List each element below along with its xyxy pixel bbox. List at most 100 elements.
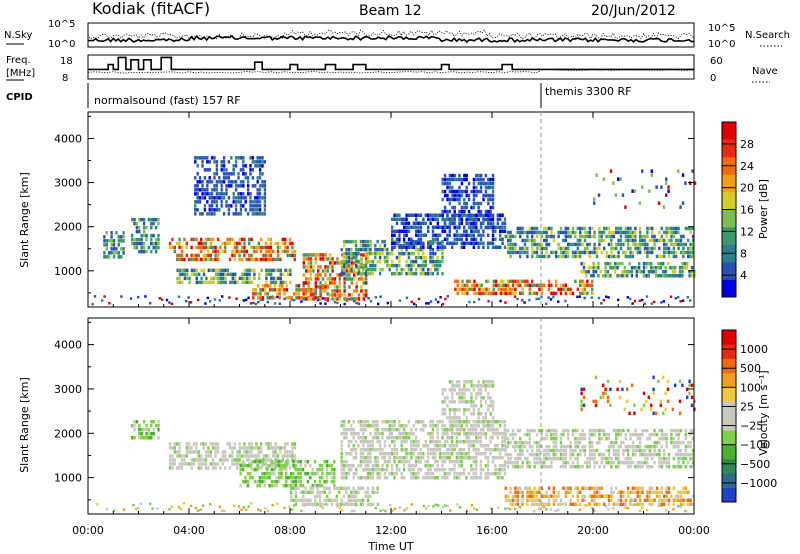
data-cell [255,446,258,450]
data-cell [410,432,413,436]
data-cell [338,281,341,285]
data-cell [514,456,517,461]
data-cell [152,241,155,246]
data-cell [201,196,204,200]
data-cell [244,164,247,168]
data-cell [655,432,659,437]
data-cell [378,251,382,256]
data-cell [291,245,294,250]
data-cell [405,460,408,464]
data-cell [603,226,606,231]
data-cell [239,463,242,468]
data-cell [489,404,492,408]
data-cell [547,456,551,461]
data-cell [419,213,423,217]
data-cell [545,254,548,259]
data-cell [658,448,661,453]
data-cell [390,472,394,476]
data-cell [604,262,607,266]
data-cell [266,300,269,304]
data-cell [504,448,507,453]
data-cell [258,276,261,281]
data-cell [586,464,589,469]
data-cell [672,456,675,461]
data-cell [582,403,586,408]
data-cell [185,253,188,258]
data-cell [629,246,632,251]
data-cell [299,490,302,494]
data-cell [412,472,415,476]
data-cell [350,428,353,432]
data-cell [463,209,466,214]
nave-tick-bottom: 0 [710,73,716,84]
data-cell [622,230,625,235]
data-cell [383,444,387,448]
data-cell [214,462,217,466]
data-cell [472,177,476,182]
data-cell [214,268,218,273]
data-cell [198,212,202,216]
data-cell [417,420,420,424]
data-cell [290,296,293,300]
data-cell [120,255,123,259]
data-cell [619,230,623,235]
data-cell [267,237,270,242]
data-cell [446,193,449,198]
data-cell [267,268,270,273]
data-cell [487,225,490,230]
data-cell [627,456,630,461]
data-cell [646,230,649,235]
data-cell [434,233,437,237]
data-cell [474,464,478,468]
data-cell [477,233,480,237]
data-cell [448,209,452,214]
data-cell [393,436,396,440]
data-cell [545,226,548,231]
data-cell [194,176,197,180]
data-cell [631,498,635,502]
data-cell [204,253,208,258]
data-cell [646,498,649,502]
data-cell [354,456,358,460]
data-cell [246,188,250,192]
data-cell [463,388,466,392]
data-cell [677,169,680,173]
data-cell [523,279,527,284]
data-cell [583,432,587,437]
data-cell [458,217,461,222]
data-cell [477,432,480,436]
data-cell [436,460,439,464]
data-cell [463,283,467,288]
data-cell [295,288,298,292]
data-cell [182,502,185,505]
data-cell [615,432,618,437]
data-cell [417,456,420,460]
data-cell [226,237,229,242]
data-cell [426,267,430,272]
data-cell [627,486,630,490]
data-cell [473,507,476,510]
data-cell [547,498,551,502]
data-cell [366,490,370,494]
data-cell [280,459,283,464]
data-cell [603,452,606,457]
data-cell [479,241,483,245]
data-cell [381,267,384,272]
data-cell [526,246,529,251]
data-cell [462,468,466,472]
data-cell [489,384,492,388]
data-cell [194,188,197,192]
data-cell [511,428,515,433]
data-cell [540,283,543,288]
data-cell [653,432,656,437]
data-cell [667,460,671,465]
data-cell [145,233,148,238]
data-cell [210,268,213,273]
data-cell [581,498,584,502]
data-cell [658,246,661,251]
data-cell [607,234,611,239]
data-cell [683,266,686,270]
data-cell [350,468,353,472]
data-cell [693,181,697,185]
data-cell [605,432,608,437]
